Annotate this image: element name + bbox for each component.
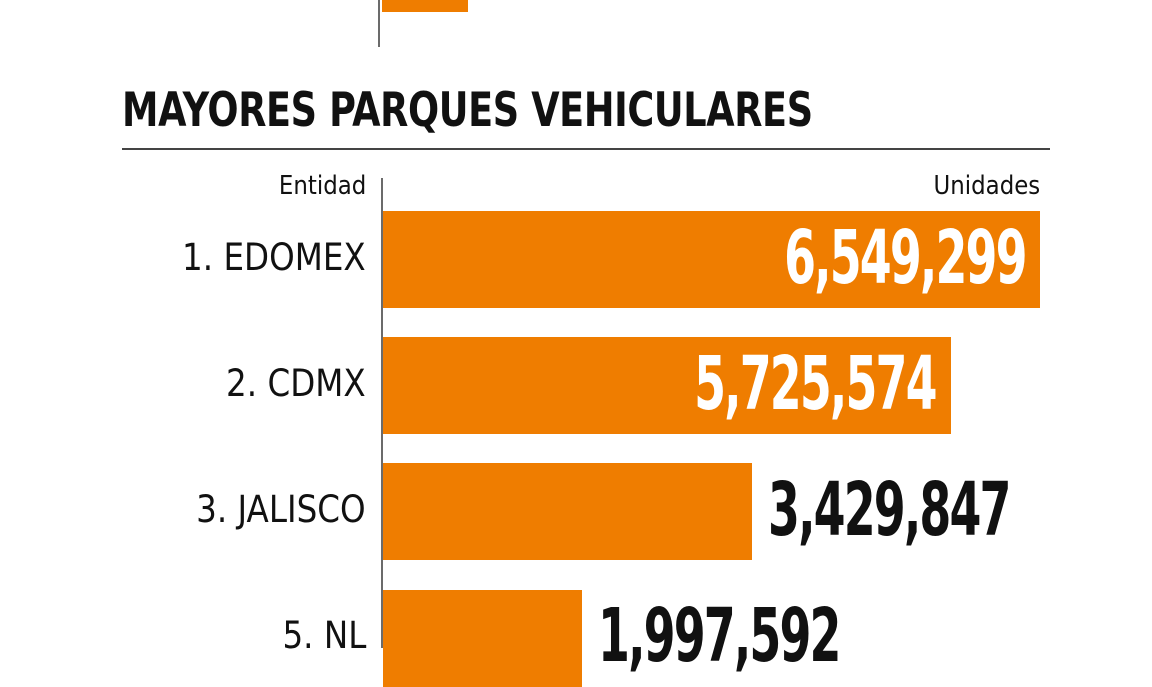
value-jalisco: 3,429,847 (768, 467, 1011, 553)
bar-cdmx (383, 337, 951, 434)
y-axis-line (381, 178, 383, 648)
row-label-cdmx: 2. CDMX (226, 362, 366, 405)
chart-title: MAYORES PARQUES VEHICULARES (122, 83, 813, 138)
bar-jalisco (383, 463, 752, 560)
value-nl: 1,997,592 (598, 593, 841, 679)
column-header-entidad: Entidad (278, 171, 366, 201)
row-label-edomex: 1. EDOMEX (182, 236, 366, 279)
bar-edomex (383, 211, 1040, 308)
value-cdmx: 5,725,574 (694, 341, 937, 427)
title-divider (122, 148, 1050, 150)
row-label-jalisco: 3. JALISCO (196, 488, 366, 531)
bar-nl (383, 590, 582, 687)
previous-chart-bar (382, 0, 468, 12)
row-label-nl: 5. NL (282, 614, 366, 657)
value-edomex: 6,549,299 (784, 215, 1027, 301)
previous-chart-axis (378, 0, 380, 47)
column-header-unidades: Unidades (933, 171, 1040, 201)
